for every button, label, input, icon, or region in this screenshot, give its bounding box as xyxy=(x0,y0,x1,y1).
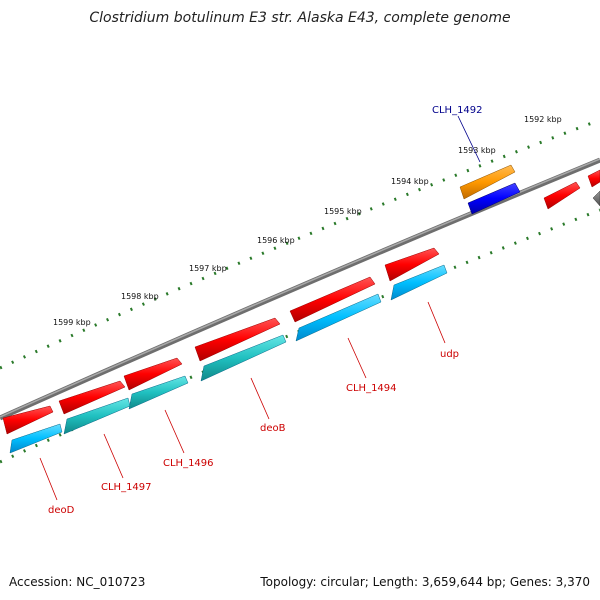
tick-label-1598: 1598 kbp xyxy=(121,292,159,301)
leader-clh-1497 xyxy=(103,433,124,479)
gene-arrow-red[interactable] xyxy=(543,181,581,210)
gene-arrow-red[interactable] xyxy=(289,276,376,323)
tick-label-1599: 1599 kbp xyxy=(53,318,91,327)
genome-backbone xyxy=(0,157,600,421)
gene-arrow-red[interactable] xyxy=(123,357,183,391)
tick-label-1593: 1593 kbp xyxy=(458,146,496,155)
gene-arrow-red[interactable] xyxy=(58,380,126,415)
gene-arrow-red[interactable] xyxy=(384,247,440,282)
tick-label-1594: 1594 kbp xyxy=(391,177,429,186)
cds-arrow-sky[interactable] xyxy=(295,293,382,342)
gene-label-clh-1494[interactable]: CLH_1494 xyxy=(346,383,397,394)
leader-deod xyxy=(39,457,58,501)
tick-label-1595: 1595 kbp xyxy=(324,207,362,216)
cds-arrow-sky[interactable] xyxy=(9,423,63,454)
leader-clh-1494 xyxy=(347,337,367,379)
reverse-strand-cds xyxy=(9,264,448,454)
tick-label-1597: 1597 kbp xyxy=(189,264,227,273)
gene-arrow-gray[interactable] xyxy=(592,190,600,207)
gene-label-clh-1492[interactable]: CLH_1492 xyxy=(432,105,483,116)
gene-arrow-blue[interactable] xyxy=(467,182,521,215)
gene-arrow-red[interactable] xyxy=(587,169,600,188)
gene-arrow-red[interactable] xyxy=(194,317,281,362)
leader-clh-1496 xyxy=(164,409,185,454)
leader-udp xyxy=(427,301,446,344)
gene-label-clh-1497[interactable]: CLH_1497 xyxy=(101,482,152,493)
cds-arrow-teal[interactable] xyxy=(128,375,189,410)
gene-leader-lines xyxy=(39,115,481,501)
cds-arrow-sky[interactable] xyxy=(390,264,448,301)
cds-arrow-teal[interactable] xyxy=(200,334,287,382)
gene-label-deod[interactable]: deoD xyxy=(48,505,75,516)
leader-clh-1492 xyxy=(457,115,481,163)
gene-label-deob[interactable]: deoB xyxy=(260,423,286,434)
accession-text: Accession: NC_010723 xyxy=(9,575,146,589)
forward-strand-genes xyxy=(2,169,600,435)
tick-label-1592: 1592 kbp xyxy=(524,115,562,124)
tick-label-1596: 1596 kbp xyxy=(257,236,295,245)
leader-deob xyxy=(250,377,270,420)
gene-label-clh-1496[interactable]: CLH_1496 xyxy=(163,458,214,469)
gene-label-udp[interactable]: udp xyxy=(440,349,459,360)
gene-arrow-orange[interactable] xyxy=(459,164,516,200)
topology-summary: Topology: circular; Length: 3,659,644 bp… xyxy=(260,575,590,589)
map-title: Clostridium botulinum E3 str. Alaska E43… xyxy=(89,10,511,26)
gene-arrow-red[interactable] xyxy=(2,405,54,435)
